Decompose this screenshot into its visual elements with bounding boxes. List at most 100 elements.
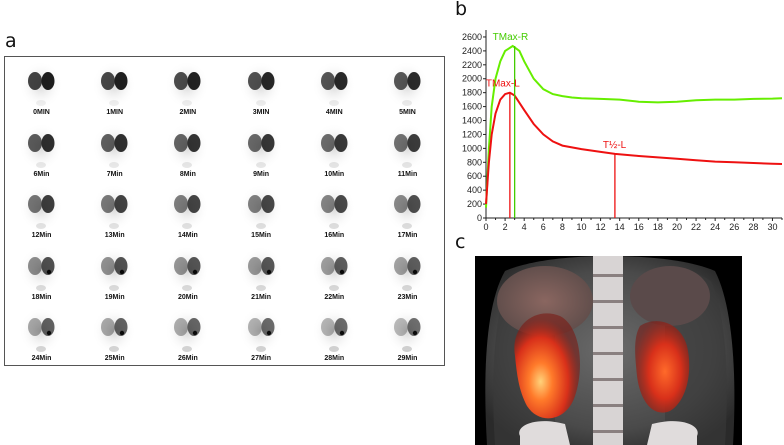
scintigraphy-frame: 5MIN: [371, 57, 444, 118]
frame-time-label: 23Min: [397, 293, 418, 301]
frame-time-label: 8Min: [179, 170, 196, 178]
x-tick-label: 28: [748, 222, 758, 232]
frame-time-label: 27Min: [251, 355, 272, 362]
scintigraphy-frame: 28Min: [298, 303, 371, 364]
x-tick-label: 20: [672, 222, 682, 232]
x-tick-label: 26: [729, 222, 739, 232]
x-tick-label: 24: [710, 222, 720, 232]
scintigraphy-frame: 9Min: [225, 119, 298, 180]
frame-time-label: 6Min: [33, 170, 50, 178]
left-kidney-curve: [485, 91, 783, 205]
y-tick-label: 600: [467, 171, 482, 181]
panel-label-c: c: [455, 231, 466, 253]
frame-time-label: 17Min: [397, 232, 418, 239]
frame-time-label: 13Min: [104, 232, 125, 239]
scintigraphy-frame: 15Min: [225, 180, 298, 241]
frame-time-label: 9Min: [253, 170, 270, 178]
frame-time-label: 15Min: [251, 232, 272, 239]
y-tick-label: 200: [467, 199, 482, 209]
scintigraphy-frame: 22Min: [298, 242, 371, 303]
scintigraphy-frame: 12Min: [5, 180, 78, 241]
scintigraphy-frame: 18Min: [5, 242, 78, 303]
frame-time-label: 11Min: [397, 170, 418, 178]
frame-time-label: 1MIN: [106, 109, 124, 116]
frame-time-label: 4MIN: [325, 109, 343, 116]
scintigraphy-frame: 17Min: [371, 180, 444, 241]
frame-time-label: 10Min: [324, 170, 345, 178]
y-tick-label: 400: [467, 185, 482, 195]
frame-time-label: 12Min: [31, 232, 52, 239]
x-tick-label: 22: [691, 222, 701, 232]
renogram-svg: 0 2 4 6 8 10 12 14 16 18 20 22 24 26 28 300200400600800…: [462, 30, 783, 232]
scintigraphy-frame: 7Min: [78, 119, 151, 180]
frame-time-label: 7Min: [106, 170, 123, 178]
frame-time-label: 20Min: [177, 293, 198, 301]
frame-time-label: 14Min: [177, 232, 198, 239]
y-tick-label: 2600: [462, 32, 482, 42]
scintigraphy-frame: 6Min: [5, 119, 78, 180]
panel-label-b: b: [455, 0, 468, 20]
scintigraphy-frame: 14Min: [151, 180, 224, 241]
scintigraphy-frame: 21Min: [225, 242, 298, 303]
frame-time-label: 5MIN: [399, 109, 416, 116]
scintigraphy-frame: 19Min: [78, 242, 151, 303]
scintigraphy-frame: 26Min: [151, 303, 224, 364]
frame-time-label: 2MIN: [179, 109, 197, 116]
frame-time-label: 16Min: [324, 232, 345, 239]
frame-time-label: 29Min: [397, 355, 418, 362]
panel-label-a: a: [5, 30, 17, 52]
scintigraphy-frame: 10Min: [298, 119, 371, 180]
x-tick-label: 30: [767, 222, 777, 232]
scintigraphy-frame: 20Min: [151, 242, 224, 303]
x-tick-label: 4: [522, 222, 527, 232]
marker-label: TMax-L: [486, 79, 520, 90]
scintigraphy-frame: 27Min: [225, 303, 298, 364]
scintigraphy-frame: 2MIN: [151, 57, 224, 118]
frame-time-label: 26Min: [177, 355, 198, 362]
scintigraphy-frame: 24Min: [5, 303, 78, 364]
y-tick-label: 2400: [462, 46, 482, 56]
frame-time-label: 24Min: [31, 355, 52, 362]
x-tick-label: 2: [503, 222, 508, 232]
y-tick-label: 1000: [462, 143, 482, 153]
x-tick-label: 12: [596, 222, 606, 232]
frame-time-label: 19Min: [104, 293, 125, 301]
y-tick-label: 0: [477, 213, 482, 223]
marker-label: TMax-R: [493, 32, 529, 43]
y-tick-label: 800: [467, 157, 482, 167]
x-tick-label: 18: [653, 222, 663, 232]
spect-ct-image: [475, 256, 742, 445]
right-kidney-curve: [485, 44, 783, 208]
scintigraphy-frame: 11Min: [371, 119, 444, 180]
scintigraphy-frame: 1MIN: [78, 57, 151, 118]
renogram-chart: 0 2 4 6 8 10 12 14 16 18 20 22 24 26 28 30 0 200 400 600 800…: [453, 22, 783, 232]
y-tick-label: 1800: [462, 88, 482, 98]
scintigraphy-frame: 29Min: [371, 303, 444, 364]
scintigraphy-frame: 25Min: [78, 303, 151, 364]
frame-time-label: 0MIN: [33, 109, 50, 116]
x-tick-label: 6: [541, 222, 546, 232]
frame-time-label: 28Min: [324, 355, 345, 362]
scintigraphy-frame: 8Min: [151, 119, 224, 180]
scintigraphy-frame: 23Min: [371, 242, 444, 303]
frame-time-label: 3MIN: [252, 109, 270, 116]
y-tick-label: 2200: [462, 60, 482, 70]
scintigraphy-frame: 13Min: [78, 180, 151, 241]
scintigraphy-frame: 0MIN: [5, 57, 78, 118]
scintigraphy-panel: 0MIN 1MIN 2MIN 3MIN 4MIN 5MIN 6Min 7Min 8Min 9Min…: [4, 56, 445, 366]
x-tick-label: 10: [576, 222, 586, 232]
y-tick-label: 2000: [462, 74, 482, 84]
x-tick-label: 14: [615, 222, 625, 232]
y-tick-label: 1600: [462, 102, 482, 112]
scintigraphy-frame: 3MIN: [225, 57, 298, 118]
frame-time-label: 25Min: [104, 355, 125, 362]
frame-time-label: 21Min: [251, 293, 272, 301]
scintigraphy-frame: 4MIN: [298, 57, 371, 118]
x-tick-label: 8: [560, 222, 565, 232]
frame-time-label: 22Min: [324, 293, 345, 301]
x-tick-label: 16: [634, 222, 644, 232]
y-tick-label: 1400: [462, 116, 482, 126]
x-tick-label: 0: [483, 222, 488, 232]
marker-label: T½-L: [603, 140, 627, 151]
scintigraphy-frame: 16Min: [298, 180, 371, 241]
